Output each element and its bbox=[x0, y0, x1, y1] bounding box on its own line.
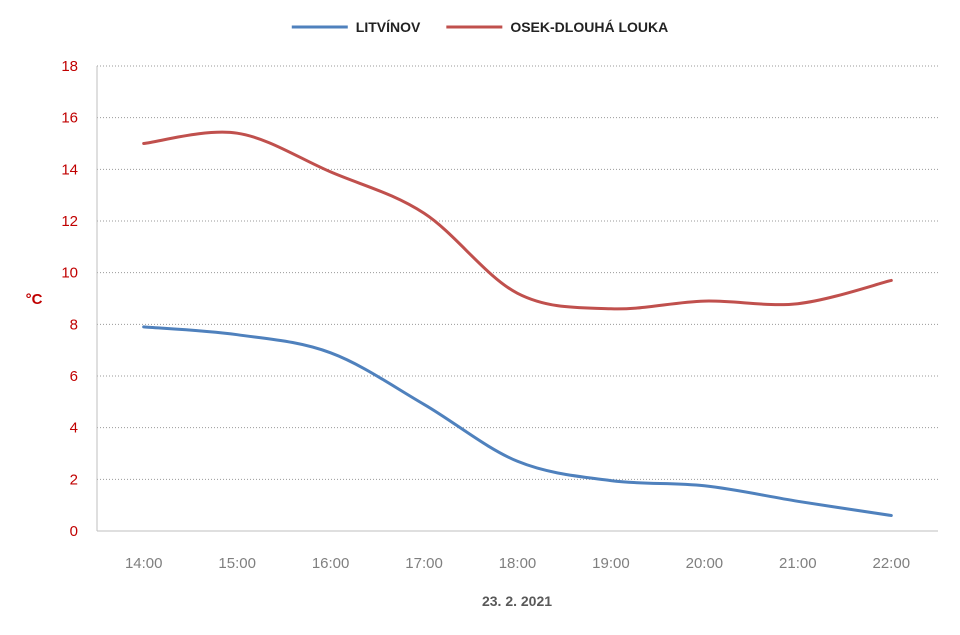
x-axis-ticks: 14:00 15:00 16:00 17:00 18:00 19:00 20:00 21:00… bbox=[125, 555, 910, 572]
legend-label: LITVÍNOV bbox=[356, 19, 421, 35]
series-lines bbox=[142, 130, 893, 517]
gridlines bbox=[97, 65, 938, 480]
y-tick-label: 12 bbox=[61, 213, 78, 230]
axes bbox=[96, 66, 938, 532]
x-tick-label: 22:00 bbox=[873, 555, 911, 572]
y-tick-label: 2 bbox=[70, 471, 78, 488]
y-tick-label: 16 bbox=[61, 110, 78, 127]
x-tick-label: 15:00 bbox=[218, 555, 256, 572]
x-tick-label: 17:00 bbox=[405, 555, 443, 572]
y-tick-label: 6 bbox=[70, 368, 78, 385]
y-tick-label: 0 bbox=[70, 523, 78, 540]
y-tick-label: 18 bbox=[61, 58, 78, 75]
x-axis-label: 23. 2. 2021 bbox=[482, 593, 552, 609]
x-tick-label: 20:00 bbox=[686, 555, 724, 572]
y-axis-ticks: 0 2 4 6 8 10 12 14 16 18 bbox=[61, 58, 78, 540]
x-tick-label: 18:00 bbox=[499, 555, 537, 572]
legend-item-2: OSEK-DLOUHÁ LOUKA bbox=[446, 19, 668, 35]
x-tick-label: 16:00 bbox=[312, 555, 350, 572]
y-axis-label: °C bbox=[26, 291, 43, 308]
series-line-2 bbox=[142, 130, 893, 311]
series-line-1 bbox=[142, 325, 893, 517]
x-tick-label: 14:00 bbox=[125, 555, 163, 572]
y-tick-label: 8 bbox=[70, 316, 78, 333]
x-tick-label: 21:00 bbox=[779, 555, 817, 572]
y-tick-label: 4 bbox=[70, 420, 78, 437]
x-tick-label: 19:00 bbox=[592, 555, 630, 572]
legend-label: OSEK-DLOUHÁ LOUKA bbox=[510, 19, 668, 35]
y-tick-label: 10 bbox=[61, 265, 78, 282]
legend-item-1: LITVÍNOV bbox=[291, 19, 421, 35]
legend: LITVÍNOV OSEK-DLOUHÁ LOUKA bbox=[291, 19, 668, 35]
y-tick-label: 14 bbox=[61, 161, 78, 178]
